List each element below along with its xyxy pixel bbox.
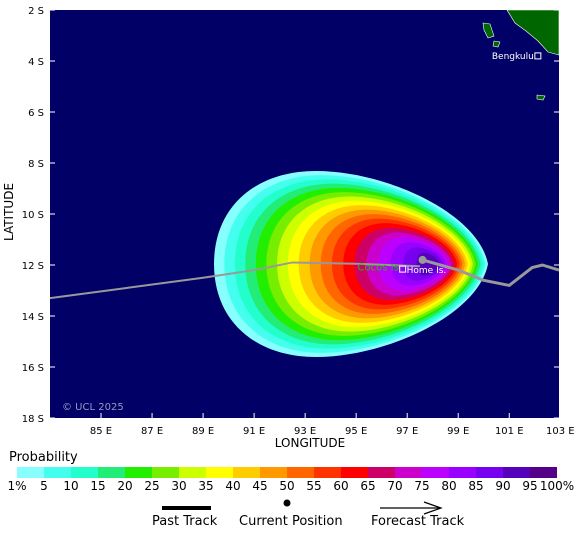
place-marker	[534, 52, 542, 60]
legend-swatch	[476, 467, 503, 478]
legend-swatch	[395, 467, 422, 478]
legend-tick: 20	[117, 479, 133, 493]
landmasses	[482, 9, 560, 101]
legend-swatch	[314, 467, 341, 478]
legend-tick: 75	[414, 479, 430, 493]
axis-ticks	[50, 9, 561, 419]
lon-tick-label: 97 E	[396, 426, 418, 437]
lon-tick-label: 99 E	[447, 426, 469, 437]
legend-tick: 85	[468, 479, 484, 493]
legend-swatch	[260, 467, 287, 478]
forecast-track-label: Forecast Track	[371, 514, 465, 529]
lon-tick-label: 87 E	[141, 426, 163, 437]
current-position-label: Current Position	[239, 514, 343, 529]
island-2	[492, 40, 501, 48]
legend-swatch	[71, 467, 98, 478]
past-track-label: Past Track	[152, 514, 218, 529]
lon-tick-label: 91 E	[243, 426, 265, 437]
legend-color-scale	[17, 467, 557, 478]
lat-tick-label: 2 S	[28, 6, 44, 17]
lat-tick-label: 16 S	[22, 363, 44, 374]
place-label-home: Home Is.	[407, 266, 447, 276]
legend-swatch	[17, 467, 44, 478]
legend-swatch	[44, 467, 71, 478]
lat-tick-label: 10 S	[22, 210, 44, 221]
lon-tick-label: 93 E	[294, 426, 316, 437]
legend-tick: 95	[522, 479, 538, 493]
legend-tick: 35	[198, 479, 214, 493]
lon-tick-label: 85 E	[90, 426, 112, 437]
lat-tick-label: 14 S	[22, 312, 44, 323]
legend-swatch	[341, 467, 368, 478]
island-3	[536, 94, 546, 101]
legend-swatch	[503, 467, 530, 478]
legend-tick: 50	[279, 479, 295, 493]
legend-tick: 55	[306, 479, 322, 493]
legend-tick: 80	[441, 479, 457, 493]
legend-tick: 100%	[539, 479, 575, 493]
strike-probability-map: Bengkulu Home Is. Cocos Is. © UCL 2025 85 …	[2, 6, 575, 448]
y-axis-label: LATITUDE	[2, 183, 16, 241]
legend-tick: 70	[387, 479, 403, 493]
watermark-text: © UCL 2025	[62, 402, 124, 413]
forecast-track-line	[422, 258, 560, 288]
past-track-line	[49, 261, 420, 300]
legend-tick: 45	[252, 479, 268, 493]
legend-tick-labels: 1% 5 10 15 20 25 30 35 40 45 50 55 60 65 70 75 80 85 90 95 1…	[0, 479, 580, 495]
legend-symbols	[162, 499, 443, 515]
probability-legend: Probability 1% 5 10 15 20 25 30 35 40 45 50 55 60 65 7…	[0, 448, 580, 537]
legend-tick: 65	[360, 479, 376, 493]
legend-tick: 1%	[7, 479, 27, 493]
legend-swatch	[368, 467, 395, 478]
legend-tick: 90	[495, 479, 511, 493]
lat-tick-label: 6 S	[28, 108, 44, 119]
legend-swatch	[152, 467, 179, 478]
legend-tick: 60	[333, 479, 349, 493]
legend-tick: 30	[171, 479, 187, 493]
lat-tick-label: 12 S	[22, 261, 44, 272]
sumatra-coast	[506, 9, 560, 56]
legend-swatch	[125, 467, 152, 478]
legend-swatch	[98, 467, 125, 478]
current-position-symbol	[283, 499, 291, 507]
legend-swatch	[179, 467, 206, 478]
lon-tick-label: 89 E	[192, 426, 214, 437]
lat-tick-label: 4 S	[28, 57, 44, 68]
storm-tracks	[49, 255, 560, 300]
lon-tick-label: 95 E	[345, 426, 367, 437]
legend-tick: 10	[63, 479, 79, 493]
place-label-cocos: Cocos Is.	[358, 263, 402, 274]
place-marker	[399, 265, 407, 273]
place-labels: Bengkulu Home Is. Cocos Is.	[358, 52, 542, 276]
legend-title: Probability	[9, 450, 78, 465]
legend-tick: 5	[40, 479, 48, 493]
legend-swatch	[287, 467, 314, 478]
axis-tick-labels: 85 E 87 E 89 E 91 E 93 E 95 E 97 E 99 E 101 E 103…	[22, 6, 575, 437]
legend-swatch	[422, 467, 449, 478]
current-position-marker	[418, 255, 427, 264]
legend-swatch	[530, 467, 557, 478]
legend-tick: 15	[90, 479, 106, 493]
legend-swatch	[233, 467, 260, 478]
lon-tick-label: 101 E	[495, 426, 524, 437]
lat-tick-label: 18 S	[22, 414, 44, 425]
island-1	[482, 22, 495, 39]
x-axis-label: LONGITUDE	[275, 436, 345, 448]
place-label-bengkulu: Bengkulu	[492, 52, 534, 62]
lat-tick-label: 8 S	[28, 159, 44, 170]
lon-tick-label: 103 E	[546, 426, 575, 437]
legend-tick: 25	[144, 479, 160, 493]
forecast-arrowhead	[423, 501, 443, 515]
legend-swatch	[206, 467, 233, 478]
legend-tick: 40	[225, 479, 241, 493]
legend-swatch	[449, 467, 476, 478]
